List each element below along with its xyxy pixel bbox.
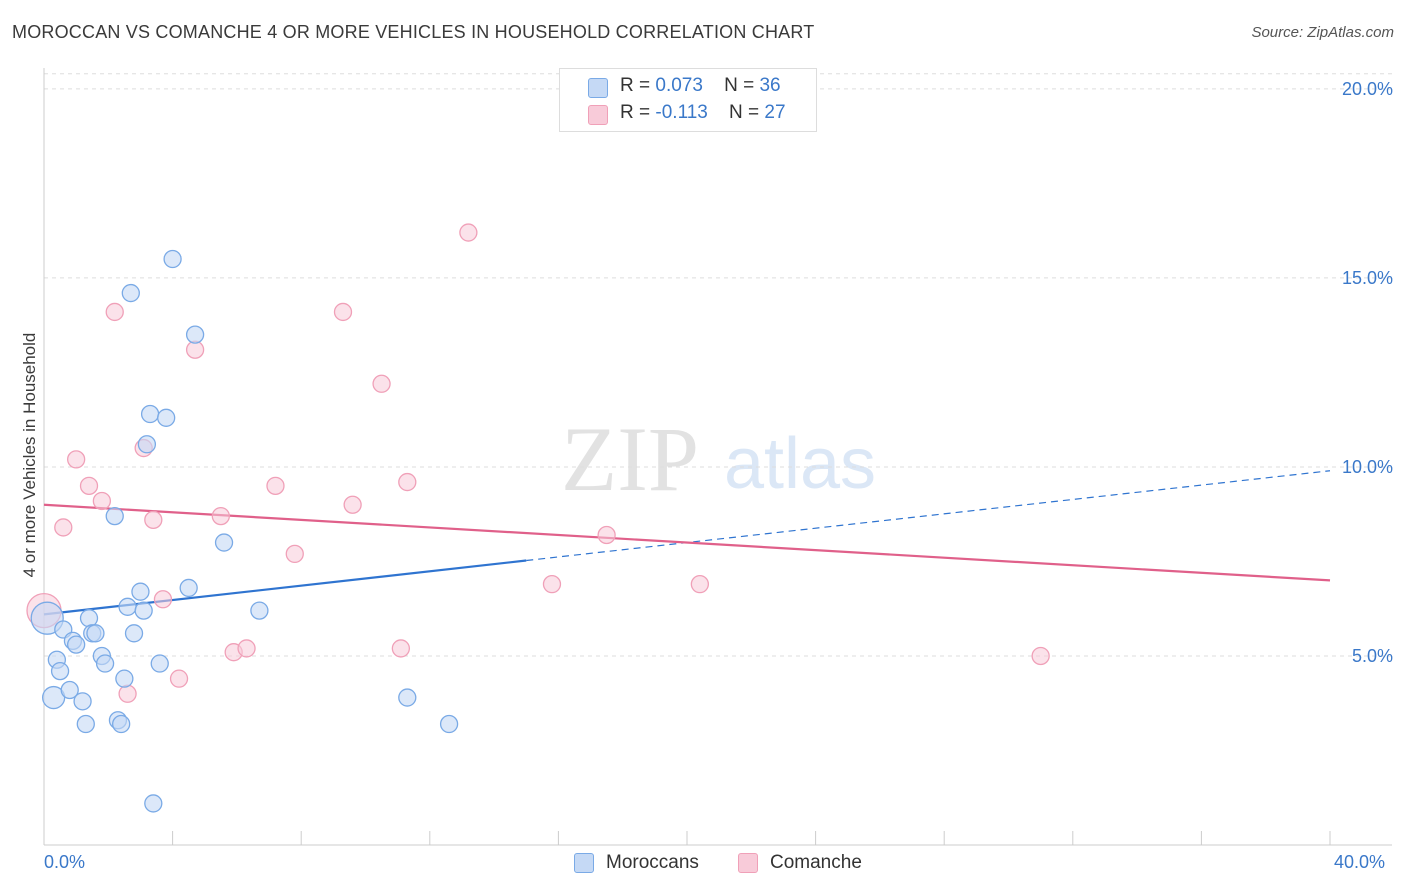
data-point-comanche — [690, 574, 710, 594]
y-tick-label: 15.0% — [1342, 268, 1393, 288]
legend-r-label: R = — [620, 102, 651, 123]
data-point-comanche — [597, 525, 616, 545]
data-point-moroccans — [134, 601, 153, 620]
legend-r-label: R = — [620, 75, 651, 96]
legend-swatch-comanche — [588, 105, 608, 125]
data-point-comanche — [459, 223, 478, 242]
chart-title: MOROCCAN VS COMANCHE 4 OR MORE VEHICLES … — [12, 22, 815, 42]
trendline-moroccans-solid — [43, 559, 527, 616]
data-point-moroccans — [76, 714, 95, 734]
data-point-comanche — [185, 340, 205, 359]
data-point-moroccans — [157, 408, 176, 427]
data-point-comanche — [67, 450, 86, 469]
data-point-moroccans — [60, 680, 79, 700]
data-point-moroccans — [112, 714, 131, 734]
legend-box: R = 0.073 N = 36 R = -0.113 N = 27 — [559, 68, 817, 132]
data-point-comanche — [169, 669, 189, 688]
data-point-comanche — [237, 639, 256, 658]
bottom-legend-comanche: Comanche — [770, 852, 862, 873]
legend-row-moroccans: R = 0.073 N = 36 — [620, 75, 781, 97]
data-point-moroccans — [398, 688, 417, 707]
data-point-comanche — [92, 491, 112, 511]
data-point-comanche — [542, 574, 562, 594]
data-point-moroccans — [185, 325, 205, 344]
data-point-moroccans — [86, 624, 105, 643]
data-point-comanche — [153, 590, 173, 609]
legend-r-value-comanche: -0.113 — [655, 102, 708, 123]
data-point-comanche — [79, 476, 99, 496]
trendline-moroccans-dashed — [526, 470, 1331, 562]
watermark-atlas: atlas — [724, 424, 876, 504]
legend-row-comanche: R = -0.113 N = 27 — [620, 102, 786, 124]
bottom-legend-swatch-comanche — [738, 853, 758, 873]
legend-n-label: N = — [724, 75, 755, 96]
data-point-moroccans — [214, 533, 234, 552]
data-point-moroccans — [150, 654, 169, 673]
data-point-moroccans — [121, 283, 140, 303]
data-point-comanche — [211, 506, 230, 526]
data-point-comanche — [1031, 646, 1050, 666]
trendline-comanche — [43, 503, 1331, 582]
data-point-moroccans — [179, 578, 198, 598]
data-point-comanche — [391, 639, 411, 658]
y-tick-label: 20.0% — [1342, 79, 1393, 99]
data-point-moroccans — [144, 794, 163, 813]
data-point-comanche — [105, 302, 124, 322]
data-point-moroccans — [95, 654, 115, 673]
chart-source: Source: ZipAtlas.com — [1251, 24, 1394, 41]
data-point-comanche — [144, 510, 163, 530]
data-point-comanche — [333, 302, 353, 322]
data-point-moroccans — [118, 597, 137, 616]
legend-n-value-moroccans: 36 — [759, 75, 781, 96]
data-point-moroccans — [115, 669, 134, 688]
data-point-moroccans — [73, 692, 92, 711]
data-point-comanche — [398, 472, 417, 492]
bottom-legend-moroccans: Moroccans — [606, 852, 699, 873]
x-tick-max: 40.0% — [1334, 852, 1386, 872]
data-point-moroccans — [131, 582, 150, 601]
watermark-zip: ZIP — [561, 408, 699, 510]
data-point-moroccans — [67, 635, 86, 654]
legend-r-value-moroccans: 0.073 — [655, 75, 703, 96]
data-point-moroccans — [50, 661, 70, 681]
data-point-comanche — [343, 495, 362, 514]
data-point-comanche — [54, 518, 73, 537]
data-point-comanche — [285, 544, 304, 564]
x-tick-min: 0.0% — [44, 852, 86, 872]
data-point-moroccans — [439, 714, 459, 734]
bottom-legend-swatch-moroccans — [574, 853, 594, 873]
data-point-moroccans — [124, 624, 144, 643]
data-point-moroccans — [79, 609, 99, 628]
data-point-moroccans — [163, 249, 182, 269]
legend-swatch-moroccans — [588, 78, 608, 98]
legend-n-label: N = — [728, 102, 760, 123]
data-point-moroccans — [250, 601, 269, 620]
data-point-moroccans — [137, 435, 157, 454]
y-tick-label: 10.0% — [1342, 457, 1393, 477]
data-point-moroccans — [105, 506, 124, 526]
data-point-moroccans — [140, 404, 160, 424]
data-point-comanche — [118, 684, 137, 703]
legend-n-value-comanche: 27 — [764, 102, 786, 123]
data-point-comanche — [266, 476, 285, 496]
data-point-comanche — [372, 374, 391, 393]
y-tick-label: 5.0% — [1352, 646, 1393, 666]
